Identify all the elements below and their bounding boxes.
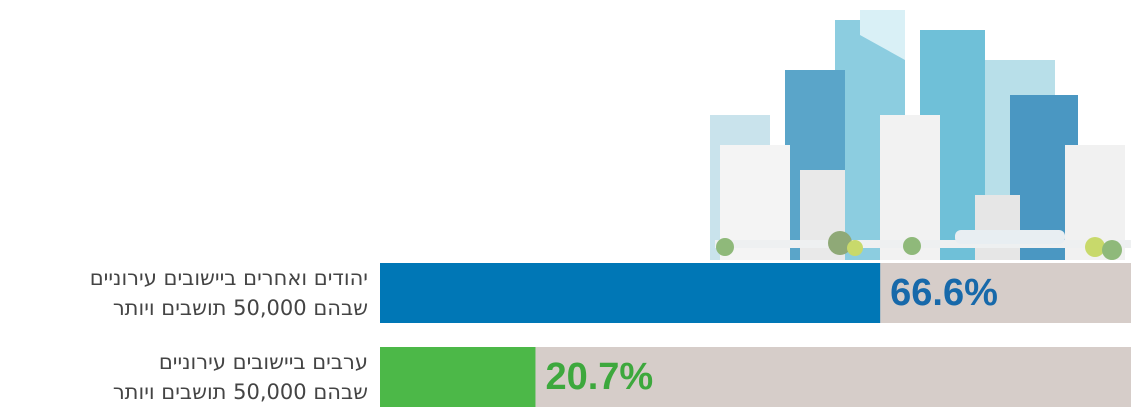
category-label: ערבים ביישובים עירוניים שבהם 50,000 תושב… (0, 347, 368, 407)
value-label: 66.6% (890, 272, 998, 314)
page: 66.6%20.7% (() => { const data = JSON.pa… (0, 0, 1131, 408)
bar (380, 347, 535, 407)
bar (380, 263, 880, 323)
city-illustration (710, 10, 1131, 260)
category-label: יהודים ואחרים ביישובים עירוניים שבהם 50,… (0, 263, 368, 323)
value-label: 20.7% (545, 356, 653, 398)
